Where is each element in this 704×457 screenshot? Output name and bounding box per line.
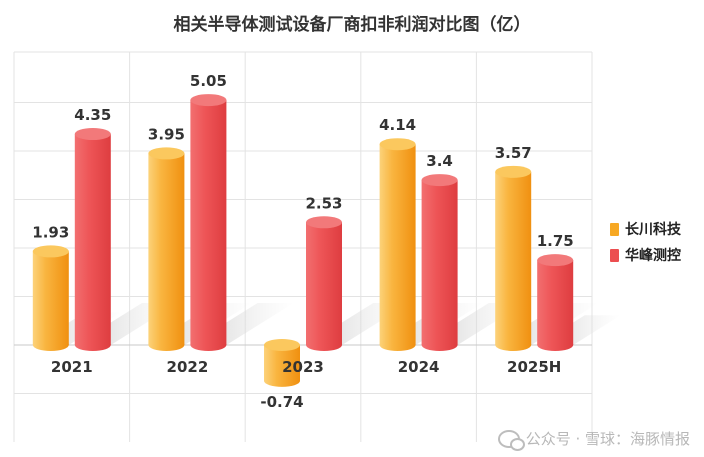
data-label: 4.14 xyxy=(379,116,416,134)
bar-cap xyxy=(495,165,532,178)
data-label: 1.75 xyxy=(537,232,574,250)
bar-cap xyxy=(306,216,342,229)
x-tick-label: 2025H xyxy=(507,358,561,376)
bar-cap xyxy=(421,174,458,187)
x-tick-label: 2023 xyxy=(282,358,324,376)
bar-0-0 xyxy=(32,251,69,345)
data-label: -0.74 xyxy=(260,393,303,411)
wechat-icon xyxy=(497,429,525,451)
data-label: 2.53 xyxy=(305,194,342,212)
legend-swatch-series-0 xyxy=(610,222,619,236)
data-label: 3.4 xyxy=(426,152,453,170)
bar-1-0 xyxy=(74,134,111,345)
bar-0-3 xyxy=(379,144,416,345)
bar-1-3 xyxy=(421,180,458,345)
legend: 长川科技 华峰测控 xyxy=(610,216,681,268)
bar-1-1 xyxy=(190,100,227,345)
legend-item-series-0: 长川科技 xyxy=(610,216,681,242)
x-tick-label: 2022 xyxy=(167,358,209,376)
bar-cap xyxy=(74,128,111,141)
bar-1-4 xyxy=(537,260,574,345)
bar-0-1 xyxy=(148,153,185,345)
x-tick-label: 2024 xyxy=(398,358,440,376)
bar-base xyxy=(148,339,185,351)
bar-cap xyxy=(264,339,300,351)
data-label: 3.95 xyxy=(148,125,185,143)
bar-base xyxy=(190,339,227,351)
bar-base xyxy=(379,339,416,351)
bar-base xyxy=(74,339,111,351)
bar-base xyxy=(32,339,69,351)
bar-cap xyxy=(32,245,69,258)
bar-0-4 xyxy=(495,171,532,345)
data-label: 1.93 xyxy=(32,223,69,241)
watermark: 公众号 · 雪球：海豚情报 xyxy=(497,428,690,451)
bar-cap xyxy=(148,147,185,160)
legend-swatch-series-1 xyxy=(610,248,619,262)
bar-cap xyxy=(537,254,574,267)
bar-base xyxy=(421,339,458,351)
x-tick-label: 2021 xyxy=(51,358,93,376)
bar-cap xyxy=(190,94,227,107)
legend-label-series-1: 华峰测控 xyxy=(625,248,681,264)
legend-label-series-0: 长川科技 xyxy=(625,222,681,238)
bar-base xyxy=(537,339,574,351)
bar-1-2 xyxy=(306,222,342,345)
legend-item-series-1: 华峰测控 xyxy=(610,242,681,268)
data-label: 5.05 xyxy=(190,72,227,90)
bar-base xyxy=(306,339,342,351)
data-label: 4.35 xyxy=(74,106,111,124)
data-label: 3.57 xyxy=(495,144,532,162)
chart-title: 相关半导体测试设备厂商扣非利润对比图（亿） xyxy=(173,15,531,35)
bar-cap xyxy=(379,138,416,151)
bar-base xyxy=(495,339,532,351)
watermark-text: 公众号 · 雪球：海豚情报 xyxy=(525,430,690,448)
bar-base xyxy=(264,374,300,387)
